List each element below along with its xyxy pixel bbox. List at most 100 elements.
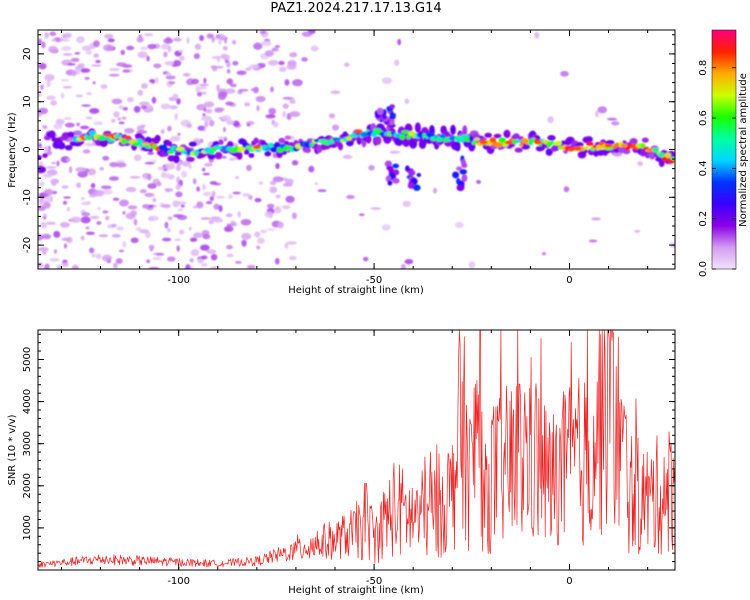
- spectrogram-noise-blob: [286, 241, 297, 245]
- spectrogram-noise-blob: [167, 216, 173, 221]
- spectrogram-ridge-halo: [454, 141, 461, 152]
- spectrogram-noise-blob: [87, 168, 96, 176]
- spectrogram-noise-blob: [381, 224, 391, 231]
- colorbar-gradient: [712, 30, 736, 269]
- spectrogram-noise-blob: [84, 76, 90, 80]
- spectrogram-noise-blob: [225, 101, 234, 106]
- spectrogram-ridge-halo: [227, 141, 234, 149]
- spectrogram-noise-blob: [167, 125, 172, 132]
- spectrogram-noise-blob: [135, 227, 142, 232]
- spectrogram-noise-blob: [117, 117, 122, 121]
- spectrogram-noise-blob: [116, 62, 127, 67]
- spectrogram-xtick-label: -50: [366, 275, 382, 286]
- spectrogram-noise-blob: [164, 60, 175, 66]
- spectrogram-noise-blob: [203, 77, 207, 84]
- spectrogram-noise-blob: [38, 247, 49, 252]
- spectrogram-ridge-halo: [304, 147, 311, 154]
- spectrogram-noise-blob: [103, 44, 114, 52]
- spectrogram-noise-blob: [115, 258, 123, 264]
- spectrogram-noise-blob: [328, 113, 336, 119]
- spectrogram-noise-blob: [432, 187, 438, 194]
- spectrogram-noise-blob: [95, 253, 102, 260]
- spectrogram-ridge-tail: [416, 172, 422, 177]
- spectrogram-ridge-core: [426, 132, 435, 138]
- spectrogram-noise-blob: [157, 166, 165, 171]
- spectrogram-noise-blob: [213, 182, 222, 186]
- spectrogram-noise-blob: [211, 55, 223, 59]
- spectrogram-noise-blob: [98, 234, 109, 238]
- spectrogram-ridge-halo: [166, 140, 173, 147]
- spectrogram-ridge-core: [586, 141, 594, 147]
- spectrogram-noise-blob: [259, 30, 267, 35]
- spectrogram-ridge-tail: [376, 107, 384, 115]
- spectrogram-noise-blob: [38, 261, 44, 268]
- spectrogram-ridge-tail: [388, 117, 395, 126]
- snr-frame: [37, 329, 676, 571]
- spectrogram-noise-blob: [275, 206, 280, 211]
- spectrogram-noise-blob: [201, 184, 206, 191]
- spectrogram-noise-blob: [225, 213, 233, 218]
- spectrogram-noise-blob: [63, 196, 72, 199]
- spectrogram-noise-blob: [130, 237, 139, 244]
- spectrogram-ridge-core: [620, 143, 628, 148]
- spectrogram-noise-blob: [71, 264, 79, 269]
- spectrogram-noise-blob: [153, 63, 162, 69]
- spectrogram-noise-blob: [332, 124, 340, 131]
- spectrogram-ridge-core: [458, 138, 466, 143]
- spectrogram-noise-blob: [126, 97, 134, 103]
- spectrogram-noise-blob: [210, 253, 218, 261]
- spectrogram-x-axis-label: Height of straight line (km): [288, 285, 424, 296]
- spectrogram-noise-blob: [82, 149, 91, 154]
- spectrogram-noise-blob: [122, 241, 127, 248]
- colorbar-tick-label: 0.2: [698, 211, 709, 227]
- spectrogram-noise-blob: [118, 105, 124, 109]
- spectrogram-noise-blob: [133, 218, 138, 226]
- spectrogram-noise-blob: [222, 46, 228, 51]
- spectrogram-ridge-core: [518, 143, 524, 147]
- spectrogram-noise-blob: [49, 258, 60, 262]
- spectrogram-noise-blob: [155, 252, 165, 256]
- spectrogram-ridge-halo: [629, 138, 638, 146]
- spectrogram-noise-blob: [291, 160, 299, 166]
- spectrogram-noise-blob: [204, 120, 209, 128]
- spectrogram-noise-blob: [218, 205, 223, 213]
- spectrogram-noise-blob: [308, 165, 315, 173]
- spectrogram-noise-blob: [235, 176, 239, 179]
- spectrogram-noise-blob: [282, 103, 289, 109]
- spectrogram-noise-blob: [46, 221, 56, 225]
- spectrogram-noise-blob: [402, 200, 412, 207]
- spectrogram-noise-blob: [46, 150, 53, 156]
- spectrogram-noise-blob: [217, 39, 223, 45]
- spectrogram-noise-blob: [597, 106, 608, 114]
- spectrogram-noise-blob: [272, 176, 284, 183]
- spectrogram-ridge-core: [504, 140, 513, 145]
- spectrogram-noise-blob: [317, 189, 327, 193]
- spectrogram-noise-blob: [193, 232, 203, 239]
- spectrogram-ridge-core: [489, 137, 497, 143]
- spectrogram-noise-blob: [238, 88, 249, 92]
- spectrogram-noise-blob: [167, 256, 176, 262]
- spectrogram-ridge-halo: [212, 141, 220, 146]
- spectrogram-ridge-tail: [392, 177, 400, 184]
- spectrogram-noise-blob: [109, 176, 119, 181]
- spectrogram-noise-blob: [122, 107, 129, 111]
- spectrogram-noise-blob: [46, 95, 56, 100]
- spectrogram-noise-blob: [400, 263, 406, 269]
- spectrogram-noise-blob: [266, 228, 276, 231]
- snr-x-axis-label: Height of straight line (km): [288, 585, 424, 596]
- spectrogram-ridge-core: [136, 138, 143, 144]
- spectrogram-noise-blob: [59, 37, 65, 42]
- spectrogram-noise-blob: [71, 70, 77, 77]
- spectrogram-ridge-core: [390, 131, 396, 135]
- spectrogram-noise-blob: [80, 197, 85, 201]
- spectrogram-noise-blob: [277, 221, 284, 229]
- spectrogram-noise-blob: [122, 69, 131, 73]
- spectrogram-ridge-tail: [461, 174, 468, 183]
- snr-ytick-label: 1000: [22, 515, 33, 540]
- spectrogram-noise-blob: [278, 66, 287, 73]
- spectrogram-ridge-tail: [407, 169, 416, 176]
- spectrogram-y-axis-label: Frequency (Hz): [7, 112, 18, 188]
- colorbar-tick-label: 0.4: [698, 160, 709, 176]
- spectrogram-ridge-halo: [484, 132, 493, 138]
